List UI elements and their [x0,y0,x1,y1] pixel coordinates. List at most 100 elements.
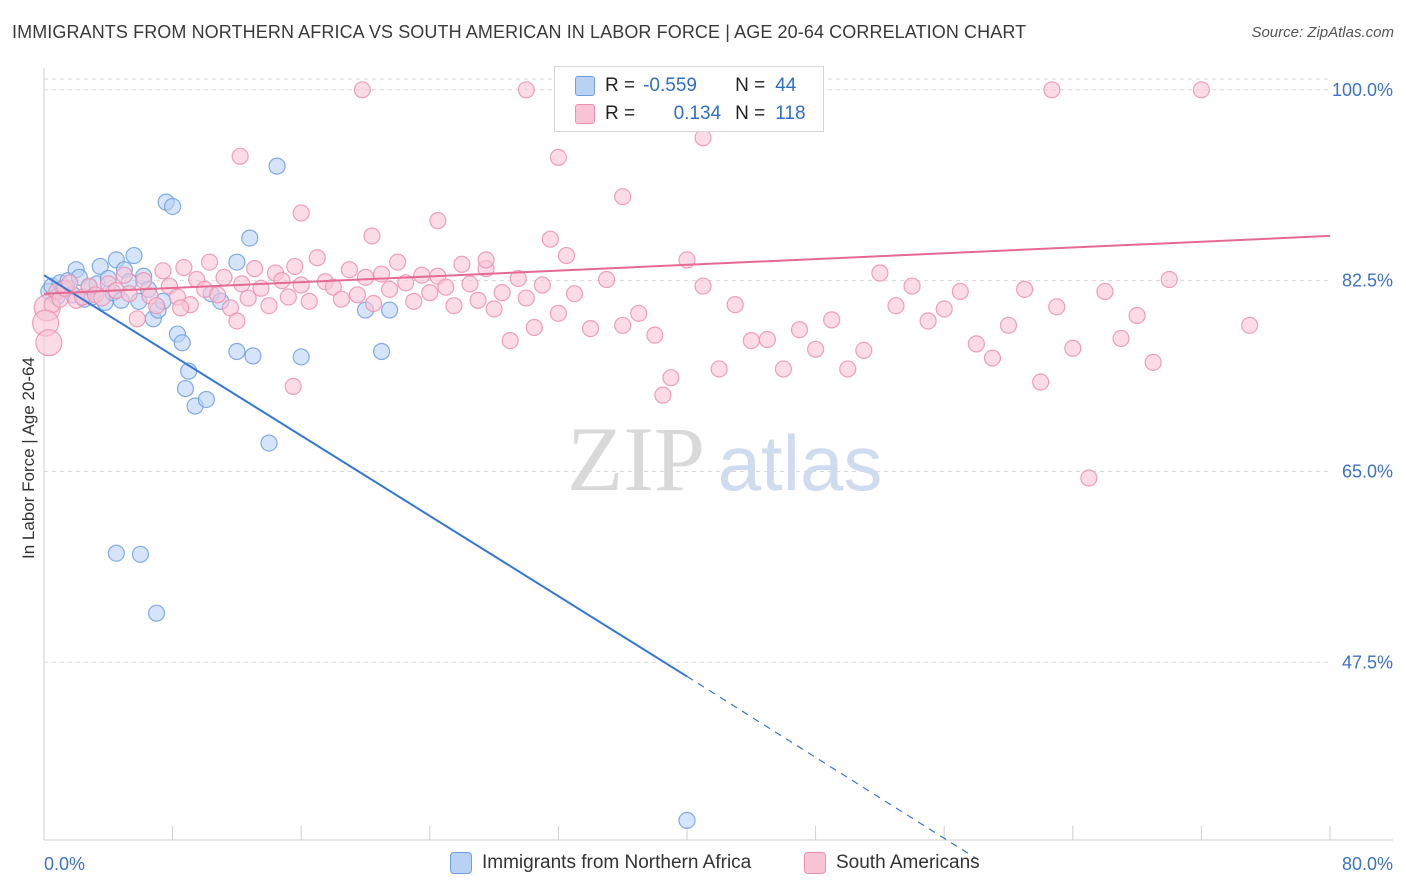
point-south-americans [1015,280,1034,298]
point-northern-africa [268,157,286,175]
point-south-americans [421,284,439,302]
point-south-americans [292,204,310,222]
legend-r-value: -0.559 [643,75,697,96]
legend-r-label: R = [605,103,636,124]
point-south-americans [429,212,447,230]
point-south-americans [630,304,648,322]
grid-lines [44,78,1330,663]
point-south-americans [517,289,535,307]
point-northern-africa [91,257,109,276]
point-south-americans [1048,298,1066,316]
point-south-americans [1032,373,1050,391]
point-south-americans [120,285,138,303]
point-south-americans [1192,81,1211,99]
point-south-americans [871,264,889,282]
point-south-americans [469,291,487,309]
point-south-americans [154,262,172,280]
point-south-americans [999,316,1018,334]
point-south-americans [200,253,219,271]
point-south-americans [477,251,495,269]
point-northern-africa [260,434,278,452]
series-swatch-northern-africa [450,852,472,874]
point-south-americans [983,349,1002,367]
point-northern-africa [164,197,182,216]
point-south-americans [951,282,969,301]
legend-n-label: N = [735,103,766,124]
watermark-atlas: atlas [718,419,883,507]
point-south-americans [363,227,381,245]
point-south-americans [549,148,568,167]
point-northern-africa [244,347,262,365]
point-northern-africa [131,545,150,563]
point-south-americans [967,335,985,353]
point-south-americans [300,292,318,310]
point-south-americans [598,270,616,289]
point-south-americans [646,326,664,344]
point-northern-africa [678,811,696,829]
point-south-americans [453,255,471,273]
point-northern-africa [228,253,246,271]
point-south-americans [654,386,672,404]
point-south-americans [115,266,133,284]
point-south-americans [348,286,367,304]
y-tick-label: 82.5% [1342,271,1393,291]
point-south-americans [356,268,375,286]
point-south-americans [286,257,304,276]
axes [43,68,1393,841]
point-northern-africa [372,342,391,361]
point-south-americans [239,289,257,307]
chart-title: IMMIGRANTS FROM NORTHERN AFRICA VS SOUTH… [12,22,1027,42]
y-tick-label: 100.0% [1332,80,1393,100]
point-northern-africa [241,229,259,247]
point-south-americans [215,268,233,286]
point-south-americans [231,147,249,165]
point-northern-africa [147,604,166,622]
point-south-americans [694,129,712,147]
point-south-americans [710,360,728,378]
point-south-americans [1241,316,1259,334]
point-northern-africa [197,390,215,409]
point-south-americans [485,300,503,318]
point-south-americans [324,278,342,296]
point-south-americans [903,277,921,295]
point-south-americans [209,286,227,304]
trend-line-northern-africa [43,274,688,678]
legend-n-value: 44 [775,75,797,96]
legend-swatch-south-americans [575,104,595,124]
point-northern-africa [381,301,399,319]
point-northern-africa [107,544,125,562]
point-northern-africa [176,379,195,398]
point-south-americans [1160,270,1178,289]
correlation-legend: R = -0.559 N = 44 R = 0.134 N = 118 [554,66,824,132]
series-legend-northern-africa[interactable]: Immigrants from Northern Africa [450,852,751,874]
data-points [32,81,1259,829]
trend-lines [43,234,1331,860]
point-south-americans [557,246,576,265]
legend-n-label: N = [735,75,766,96]
point-south-americans [541,230,559,248]
point-south-americans [397,274,415,292]
legend-r-value: 0.134 [673,103,722,124]
trend-extension-northern-africa [686,675,977,860]
point-south-americans [662,369,680,387]
point-south-americans [565,285,584,303]
series-legend-south-americans[interactable]: South Americans [804,852,980,874]
point-south-americans [172,299,190,317]
point-south-americans [501,331,519,350]
source-label: Source: ZipAtlas.com [1251,24,1394,41]
point-south-americans [35,329,63,357]
point-south-americans [919,312,937,330]
point-south-americans [461,275,479,293]
series-swatch-south-americans [804,852,826,874]
point-south-americans [292,276,310,294]
point-south-americans [509,269,527,288]
point-south-americans [332,290,350,308]
legend-r-label: R = [605,75,636,96]
point-south-americans [839,360,857,378]
y-axis-label: In Labor Force | Age 20-64 [19,357,38,559]
point-south-americans [353,81,371,99]
point-south-americans [279,288,297,306]
x-tick-label-min: 0.0% [44,854,85,874]
point-south-americans [806,340,825,358]
point-south-americans [694,277,712,295]
